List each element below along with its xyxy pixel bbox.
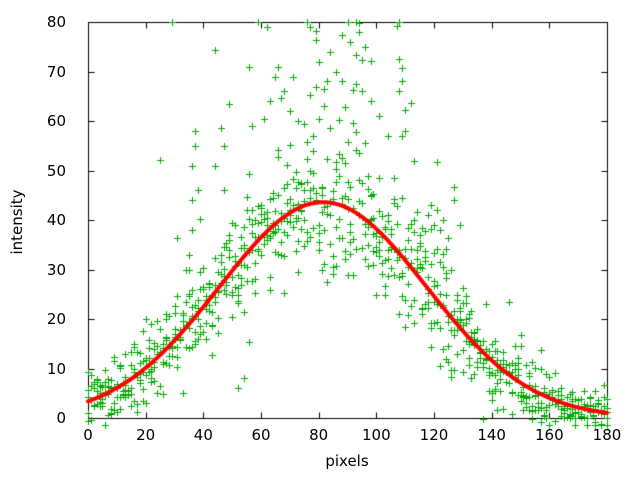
y-tick-label: 50 — [46, 161, 66, 180]
y-tick-label: 30 — [46, 260, 66, 279]
y-tick-label: 10 — [46, 359, 66, 378]
x-tick-label: 0 — [83, 426, 93, 444]
x-tick-label: 120 — [419, 426, 449, 444]
y-tick-label: 60 — [46, 112, 66, 130]
x-tick-label: 80 — [309, 426, 329, 444]
y-tick-label: 80 — [46, 13, 66, 31]
x-tick-label: 160 — [535, 426, 564, 444]
y-tick-label: 0 — [56, 409, 66, 427]
x-tick-label: 20 — [136, 426, 156, 444]
x-axis-label: pixels — [325, 452, 369, 470]
y-tick-label: 40 — [46, 211, 66, 229]
y-tick-label: 70 — [46, 62, 66, 81]
x-tick-label: 40 — [193, 426, 213, 444]
x-tick-label: 100 — [362, 426, 391, 444]
x-tick-label: 180 — [592, 426, 622, 444]
y-tick-label: 20 — [46, 310, 66, 328]
x-tick-label: 60 — [251, 426, 271, 444]
x-tick-label: 140 — [477, 426, 506, 444]
